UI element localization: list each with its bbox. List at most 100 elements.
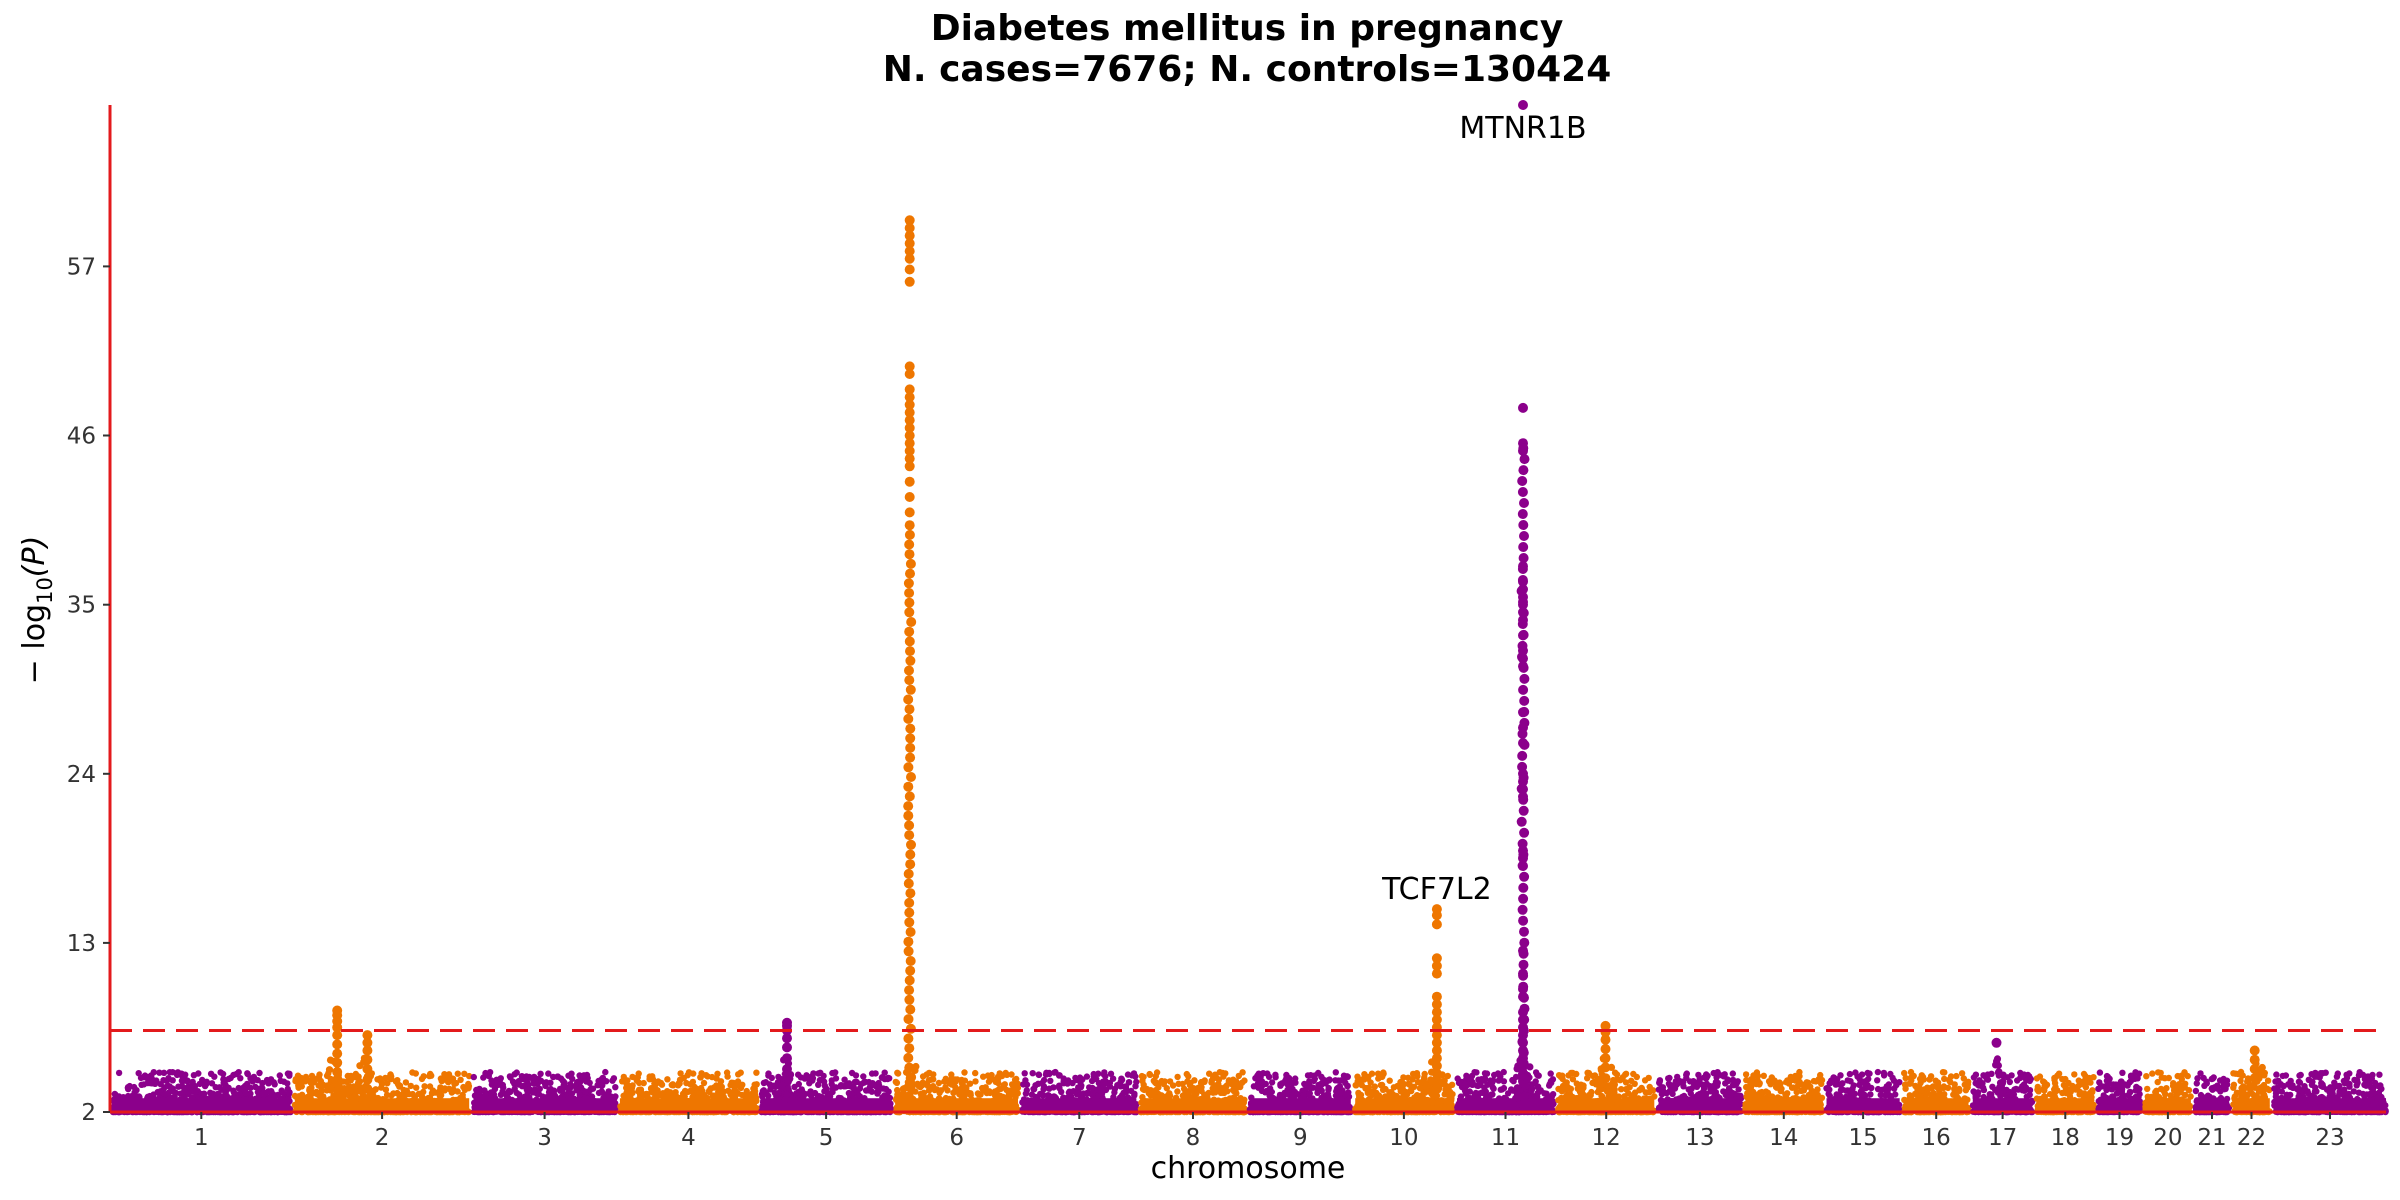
snp-point [430,1089,437,1096]
snp-point [1221,1087,1228,1094]
snp-point [178,1082,186,1090]
snp-point [428,1072,435,1079]
snp-point [189,1078,196,1086]
snp-point [487,1089,495,1096]
snp-point [951,1088,959,1095]
snp-point [795,1080,802,1088]
snp-point [418,1075,426,1083]
snp-point [260,1089,267,1096]
snp-point [390,1090,397,1097]
snp-point [1184,1078,1191,1085]
snp-point [1089,1092,1096,1099]
snp-point [1097,1089,1105,1097]
snp-point [242,1089,249,1097]
snp-point [1191,1077,1198,1084]
snp-point [930,1076,937,1083]
snp-point [829,1085,837,1092]
snp-point [1086,1084,1093,1091]
snp-point [317,1077,324,1085]
snp-point [406,1090,413,1098]
snp-point [743,1091,750,1098]
chromosome-7-points [1019,1068,1140,1116]
snp-point [635,1088,642,1095]
snp-point [182,1071,189,1078]
snp-point [737,1069,744,1076]
snp-point [441,1071,448,1078]
snp-point [356,1088,363,1095]
snp-point [580,1072,588,1079]
snp-point [270,1079,277,1086]
snp-point [1174,1073,1181,1081]
snp-point [255,1092,263,1099]
snp-point [718,1090,725,1098]
snp-point [1195,1084,1202,1092]
snp-point [170,1088,178,1096]
chromosome-2-points [291,1069,473,1116]
snp-point [1114,1082,1121,1089]
snp-point [996,1085,1003,1093]
snp-point [420,1088,427,1096]
snp-point [470,1073,477,1081]
snp-point [252,1083,259,1091]
snp-point [302,1073,310,1081]
snp-point [669,1081,676,1088]
snp-point [919,1073,927,1080]
snp-point [931,1086,938,1094]
snp-point [866,1084,874,1091]
snp-point [1035,1080,1042,1088]
chromosome-8-point-band [1140,1098,1246,1112]
snp-point [753,1069,760,1076]
snp-point [244,1080,251,1088]
snp-point [767,1082,774,1090]
chart-title: Diabetes mellitus in pregnancy [931,8,1564,49]
snp-point [820,1078,828,1085]
snp-point [492,1083,499,1090]
snp-point [190,1072,198,1079]
snp-point [994,1079,1001,1086]
snp-point [285,1090,293,1097]
snp-point [751,1081,758,1088]
snp-point [1238,1079,1246,1086]
snp-point [135,1093,143,1100]
snp-point [220,1076,227,1083]
snp-point [276,1072,283,1079]
snp-point [1046,1069,1053,1077]
snp-point [112,1091,119,1098]
snp-point [461,1070,468,1078]
snp-point [676,1080,683,1087]
snp-point [619,1078,626,1085]
snp-point [131,1089,138,1096]
snp-point [685,1069,693,1076]
chromosome-1-point-band [112,1098,291,1112]
snp-point [795,1071,802,1078]
snp-point [379,1080,386,1087]
snp-point [987,1089,994,1097]
snp-point [844,1082,852,1090]
snp-point [249,1078,256,1085]
snp-point [192,1088,199,1095]
snp-point [286,1070,293,1078]
snp-point [1021,1070,1028,1077]
snp-point [817,1069,824,1077]
snp-point [529,1076,537,1083]
chromosome-3-points [470,1068,619,1116]
snp-point [576,1091,583,1099]
chromosome-5-points [758,1069,894,1116]
snp-point [179,1078,186,1085]
snp-point [256,1069,263,1077]
chromosome-7-point-band [1022,1098,1137,1112]
snp-point [169,1069,176,1076]
snp-point [646,1073,653,1080]
snp-point [893,1079,901,1087]
chromosome-8-points [1137,1069,1249,1116]
snp-point [457,1076,464,1084]
snp-point [961,1069,968,1076]
snp-point [894,1069,901,1077]
snp-point [937,1087,945,1094]
snp-point [935,1079,943,1087]
snp-point [601,1091,608,1098]
snp-point [647,1085,655,1093]
snp-point [451,1080,458,1088]
snp-point [768,1074,775,1082]
